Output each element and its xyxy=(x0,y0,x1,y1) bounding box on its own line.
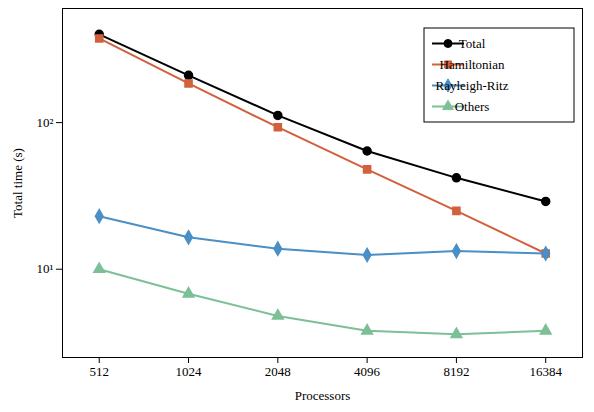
svg-text:8192: 8192 xyxy=(443,364,469,379)
svg-text:Others: Others xyxy=(455,99,490,114)
svg-text:512: 512 xyxy=(89,364,109,379)
svg-text:Hamiltonian: Hamiltonian xyxy=(440,57,505,72)
svg-text:Total: Total xyxy=(459,36,486,51)
svg-text:2048: 2048 xyxy=(265,364,291,379)
svg-text:Rayleigh-Ritz: Rayleigh-Ritz xyxy=(436,78,509,93)
svg-text:Total time (s): Total time (s) xyxy=(10,148,25,218)
svg-text:16384: 16384 xyxy=(529,364,562,379)
svg-text:4096: 4096 xyxy=(354,364,381,379)
svg-text:1024: 1024 xyxy=(176,364,203,379)
svg-text:10²: 10² xyxy=(37,115,54,130)
svg-text:10¹: 10¹ xyxy=(37,261,54,276)
svg-text:Processors: Processors xyxy=(295,388,351,403)
